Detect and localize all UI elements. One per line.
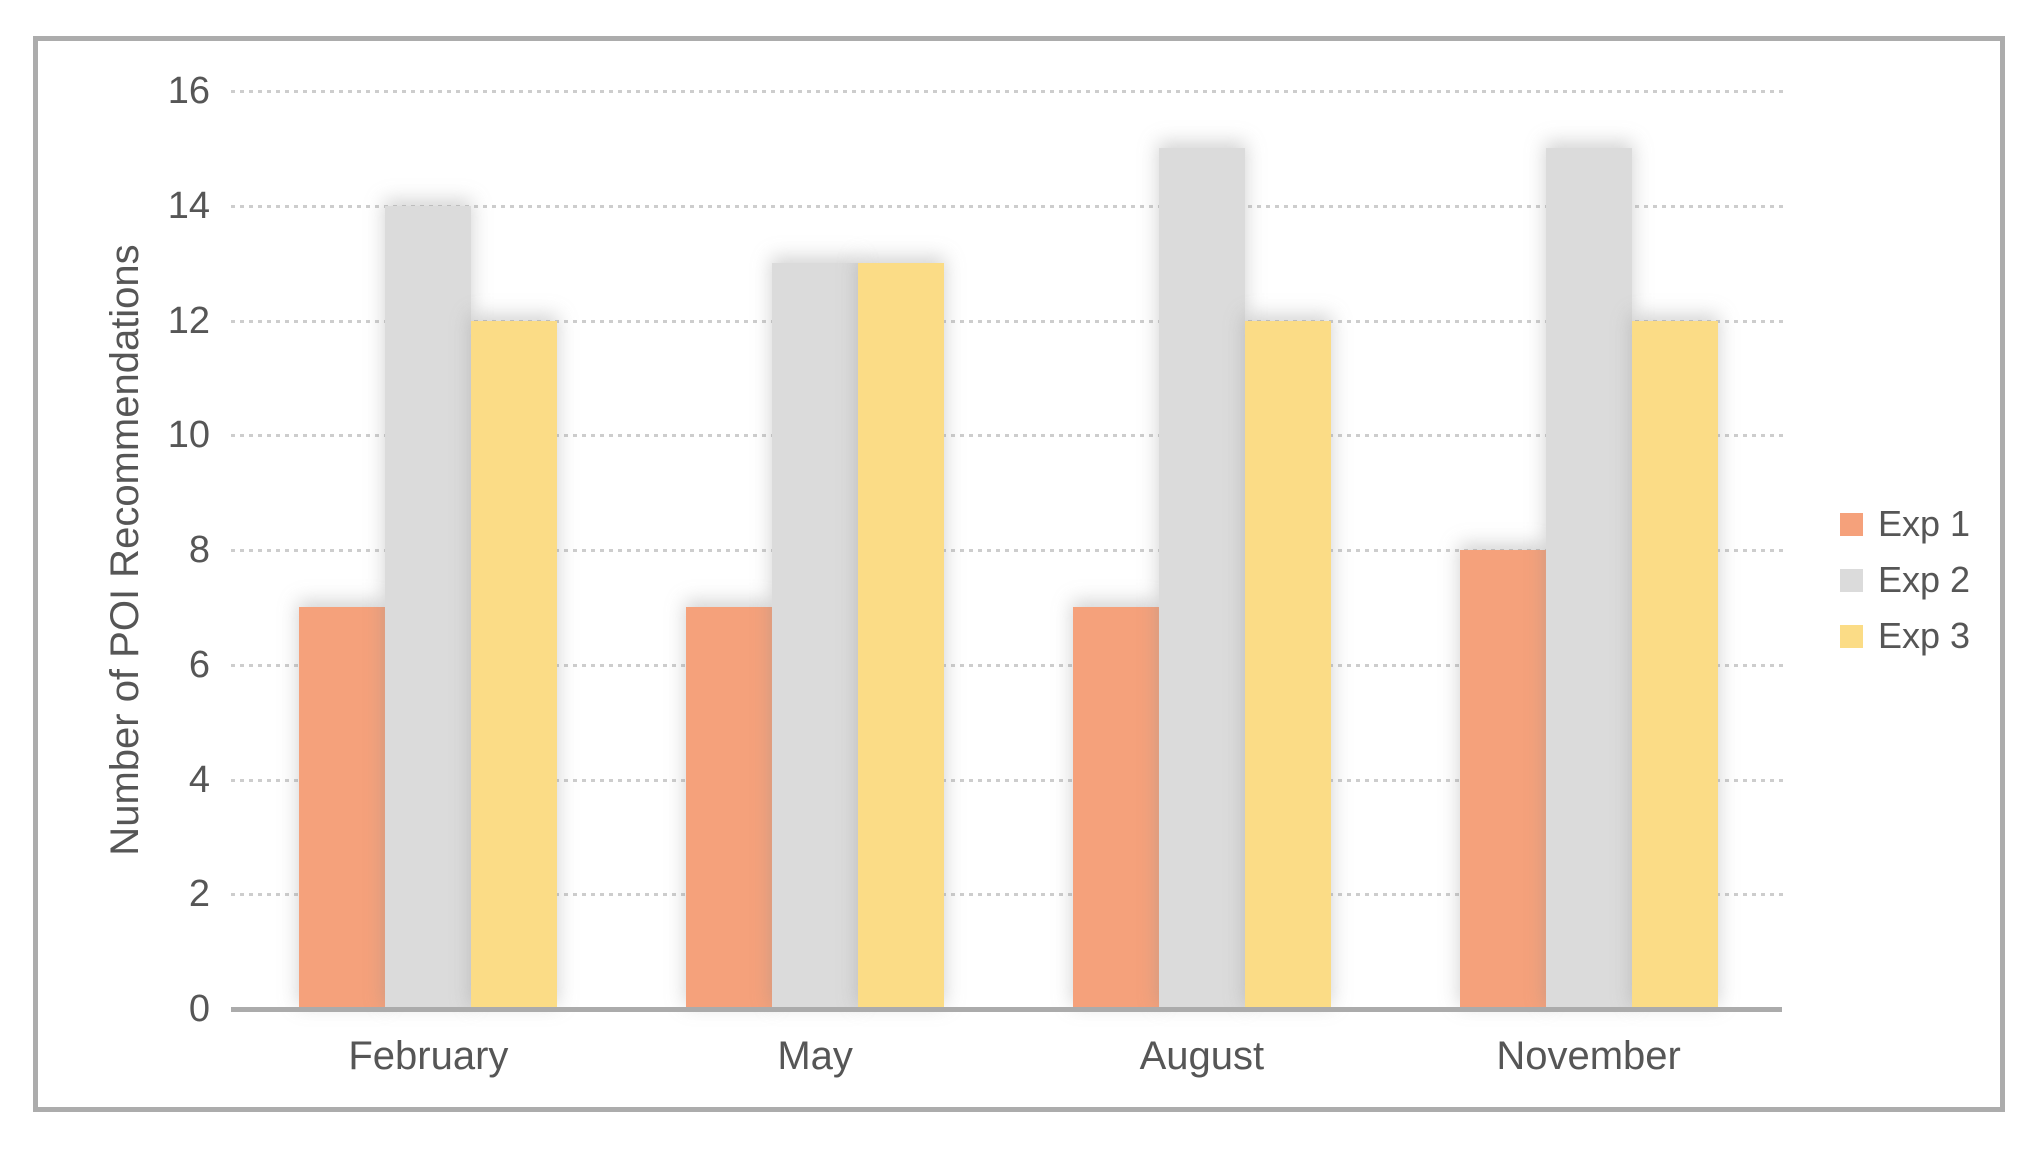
bar	[471, 320, 558, 1009]
y-tick-label: 12	[167, 299, 210, 342]
x-axis-label: November	[1496, 1034, 1681, 1078]
gridline	[231, 663, 1786, 667]
bar	[1459, 550, 1546, 1009]
y-tick-label: 0	[188, 988, 210, 1030]
legend-label: Exp 3	[1878, 615, 1971, 656]
gridline	[231, 549, 1786, 552]
y-tick-label: 2	[188, 873, 210, 916]
y-tick-label: 10	[167, 414, 210, 457]
bar	[772, 263, 859, 1009]
gridline	[231, 319, 1786, 323]
legend-swatch-icon	[1840, 512, 1863, 536]
x-axis-label: August	[1139, 1034, 1265, 1078]
gridline	[231, 893, 1786, 897]
bar	[1072, 607, 1159, 1009]
legend: Exp 1 Exp 2 Exp 3	[1840, 502, 1970, 670]
bar	[858, 263, 945, 1009]
x-axis-label: February	[348, 1034, 509, 1078]
y-tick-label: 8	[188, 529, 210, 571]
bar	[299, 607, 386, 1009]
bar	[1158, 148, 1245, 1009]
legend-label: Exp 1	[1878, 503, 1971, 544]
y-tick-label: 14	[167, 184, 210, 227]
gridline	[231, 90, 1786, 93]
plot-area: 0 2 4 6 8 10 12 14 16 February May August November Nu…	[38, 41, 2000, 1107]
gridline	[231, 778, 1786, 782]
bar	[686, 607, 773, 1009]
x-axis-line	[231, 1007, 1782, 1012]
bar	[1545, 148, 1632, 1009]
chart-frame: 0 2 4 6 8 10 12 14 16 February May August November Nu…	[33, 36, 2005, 1112]
legend-swatch-icon	[1840, 568, 1863, 592]
y-tick-label: 16	[167, 70, 210, 112]
legend-item: Exp 2	[1840, 558, 1970, 602]
bar	[1244, 320, 1331, 1009]
bar	[1631, 320, 1718, 1009]
bar	[385, 205, 472, 1009]
x-axis-label: May	[777, 1034, 853, 1078]
legend-swatch-icon	[1840, 624, 1863, 648]
legend-label: Exp 2	[1878, 559, 1971, 600]
y-tick-label: 6	[188, 643, 210, 686]
y-axis-title: Number of POI Recommendations	[103, 244, 147, 856]
legend-item: Exp 3	[1840, 614, 1970, 658]
gridline	[231, 434, 1786, 438]
gridline	[231, 204, 1786, 208]
legend-item: Exp 1	[1840, 502, 1970, 546]
y-tick-label: 4	[188, 758, 210, 801]
